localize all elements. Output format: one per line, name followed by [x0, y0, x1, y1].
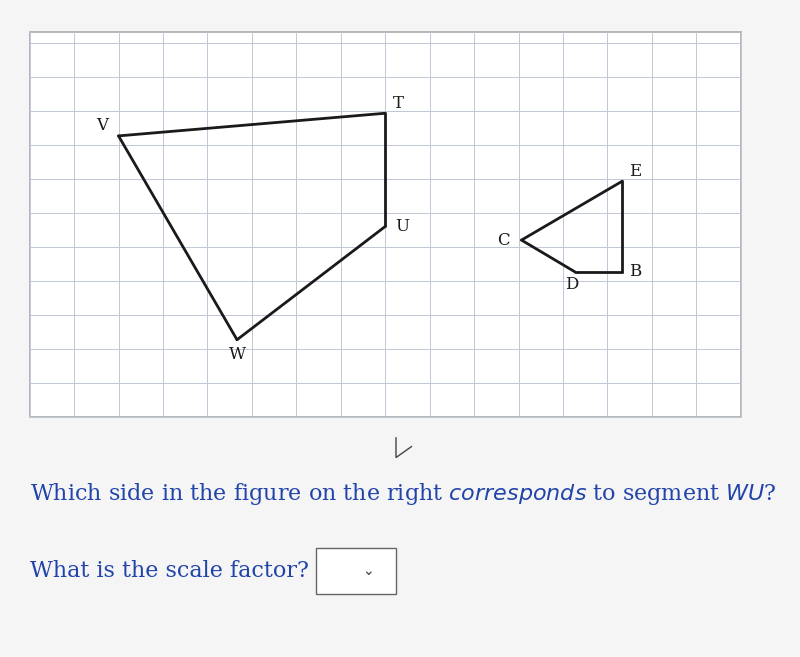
Bar	[30, 32, 741, 417]
FancyBboxPatch shape	[316, 548, 396, 593]
Text: W: W	[229, 346, 246, 363]
Text: Which side in the figure on the right $\mathit{corresponds}$ to segment $\mathit: Which side in the figure on the right $\…	[30, 481, 777, 507]
Text: U: U	[394, 218, 409, 235]
Text: V: V	[96, 118, 108, 135]
Text: T: T	[393, 95, 404, 112]
Text: What is the scale factor?: What is the scale factor?	[30, 560, 310, 582]
Text: ⌄: ⌄	[362, 564, 374, 578]
Text: C: C	[498, 231, 510, 248]
Text: D: D	[565, 276, 578, 293]
Text: B: B	[629, 263, 642, 281]
Text: E: E	[629, 163, 642, 180]
